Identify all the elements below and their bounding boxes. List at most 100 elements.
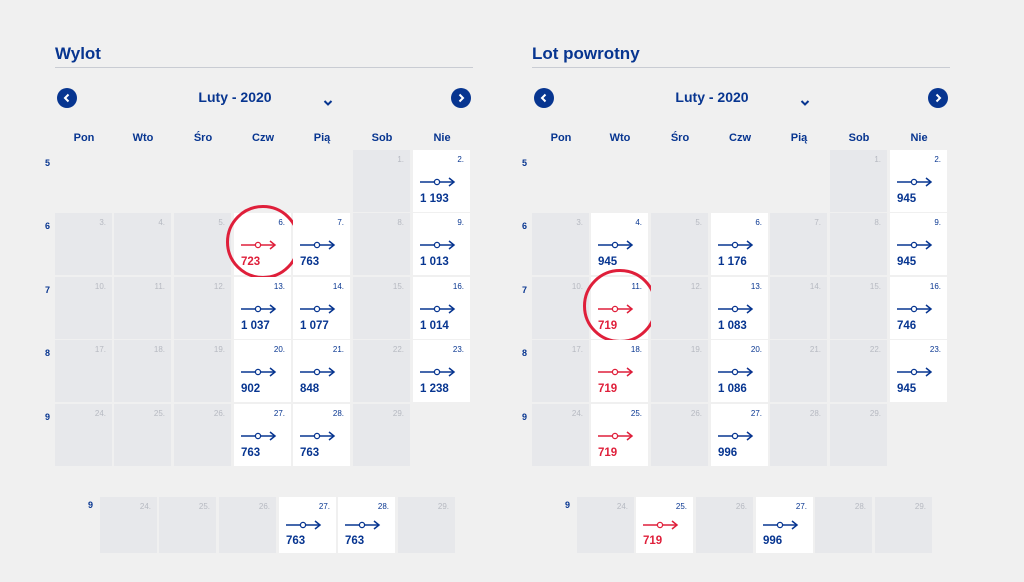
- month-dropdown[interactable]: [323, 94, 333, 106]
- day-cell-unavailable: 26.: [696, 497, 753, 553]
- day-number: 27.: [750, 409, 762, 418]
- chevron-right-icon: [935, 93, 942, 103]
- week-number: 9: [522, 412, 528, 422]
- day-number: 20.: [273, 345, 285, 354]
- price: 1 176: [718, 256, 747, 268]
- day-number: 7.: [814, 218, 821, 227]
- price: 1 013: [420, 256, 449, 268]
- day-number: 25.: [198, 502, 210, 511]
- day-cell[interactable]: 25. 719: [636, 497, 693, 553]
- day-number: 10.: [571, 282, 583, 291]
- prev-month-button[interactable]: [57, 88, 77, 108]
- day-cell[interactable]: 27. 996: [756, 497, 813, 553]
- price: 945: [897, 256, 917, 268]
- next-month-button[interactable]: [928, 88, 948, 108]
- day-number: 5.: [695, 218, 702, 227]
- day-number: 10.: [94, 282, 106, 291]
- day-cell[interactable]: 6. 723: [234, 213, 291, 275]
- day-cell[interactable]: 11. 719: [591, 277, 648, 339]
- flight-arrow-icon: [718, 304, 754, 314]
- day-number: 15.: [392, 282, 404, 291]
- day-cell[interactable]: 27. 763: [279, 497, 336, 553]
- flight-arrow-icon: [300, 304, 336, 314]
- day-cell[interactable]: 7. 763: [293, 213, 350, 275]
- weekday-header: Czw: [729, 132, 751, 144]
- day-cell[interactable]: 13. 1 037: [234, 277, 291, 339]
- day-cell-unavailable: 29.: [353, 404, 410, 466]
- day-cell[interactable]: 6. 1 176: [711, 213, 768, 275]
- day-cell-unavailable: 7.: [770, 213, 827, 275]
- chevron-left-icon: [540, 93, 547, 103]
- day-cell[interactable]: 9. 1 013: [413, 213, 470, 275]
- day-cell-unavailable: 14.: [770, 277, 827, 339]
- flight-arrow-icon: [286, 520, 322, 530]
- weekday-header: Sob: [371, 132, 393, 144]
- flight-arrow: [718, 301, 754, 314]
- flight-arrow-icon: [420, 367, 456, 377]
- title-divider: [532, 67, 950, 68]
- price: 996: [763, 535, 783, 547]
- price: 719: [598, 383, 618, 395]
- day-cell[interactable]: 25. 719: [591, 404, 648, 466]
- month-selector[interactable]: Luty - 2020: [675, 89, 749, 105]
- day-number: 17.: [571, 345, 583, 354]
- price: 848: [300, 383, 320, 395]
- flight-arrow: [300, 364, 336, 377]
- day-cell[interactable]: 9. 945: [890, 213, 947, 275]
- day-cell[interactable]: 14. 1 077: [293, 277, 350, 339]
- flight-arrow-icon: [598, 304, 634, 314]
- day-cell-unavailable: 1.: [353, 150, 410, 212]
- day-cell[interactable]: 20. 1 086: [711, 340, 768, 402]
- day-number: 11.: [154, 282, 165, 291]
- day-cell[interactable]: 2. 1 193: [413, 150, 470, 212]
- flight-arrow-icon: [598, 431, 634, 441]
- flight-arrow-icon: [897, 304, 933, 314]
- month-selector[interactable]: Luty - 2020: [198, 89, 272, 105]
- day-number: 29.: [392, 409, 404, 418]
- flight-arrow-icon: [598, 240, 634, 250]
- day-number: 13.: [273, 282, 285, 291]
- day-cell[interactable]: 27. 996: [711, 404, 768, 466]
- day-cell[interactable]: 2. 945: [890, 150, 947, 212]
- day-cell[interactable]: 20. 902: [234, 340, 291, 402]
- month-dropdown[interactable]: [800, 94, 810, 106]
- day-number: 25.: [630, 409, 642, 418]
- price: 763: [300, 256, 320, 268]
- chevron-left-icon: [63, 93, 70, 103]
- day-cell[interactable]: 18. 719: [591, 340, 648, 402]
- day-cell-unavailable: 17.: [55, 340, 112, 402]
- flight-arrow-icon: [300, 431, 336, 441]
- prev-month-button[interactable]: [534, 88, 554, 108]
- day-number: 6.: [278, 218, 285, 227]
- day-cell-unavailable: 29.: [830, 404, 887, 466]
- day-number: 18.: [630, 345, 642, 354]
- day-cell-unavailable: 28.: [815, 497, 872, 553]
- day-cell[interactable]: 21. 848: [293, 340, 350, 402]
- day-cell[interactable]: 23. 1 238: [413, 340, 470, 402]
- day-number: 25.: [675, 502, 687, 511]
- day-cell-unavailable: 22.: [830, 340, 887, 402]
- day-cell-unavailable: 19.: [174, 340, 231, 402]
- day-cell[interactable]: 16. 1 014: [413, 277, 470, 339]
- day-cell[interactable]: 27. 763: [234, 404, 291, 466]
- price: 1 077: [300, 320, 329, 332]
- day-number: 4.: [158, 218, 165, 227]
- day-cell[interactable]: 16. 746: [890, 277, 947, 339]
- day-number: 19.: [690, 345, 702, 354]
- flight-arrow-icon: [718, 431, 754, 441]
- day-cell[interactable]: 4. 945: [591, 213, 648, 275]
- flight-arrow: [345, 517, 381, 530]
- flight-arrow: [420, 301, 456, 314]
- day-number: 24.: [94, 409, 106, 418]
- price: 1 037: [241, 320, 270, 332]
- day-cell[interactable]: 28. 763: [338, 497, 395, 553]
- weekday-header: Śro: [670, 132, 690, 144]
- day-cell[interactable]: 23. 945: [890, 340, 947, 402]
- price: 1 014: [420, 320, 449, 332]
- day-number: 9.: [457, 218, 464, 227]
- price: 719: [598, 320, 618, 332]
- day-cell[interactable]: 13. 1 083: [711, 277, 768, 339]
- title-divider: [55, 67, 473, 68]
- next-month-button[interactable]: [451, 88, 471, 108]
- day-cell[interactable]: 28. 763: [293, 404, 350, 466]
